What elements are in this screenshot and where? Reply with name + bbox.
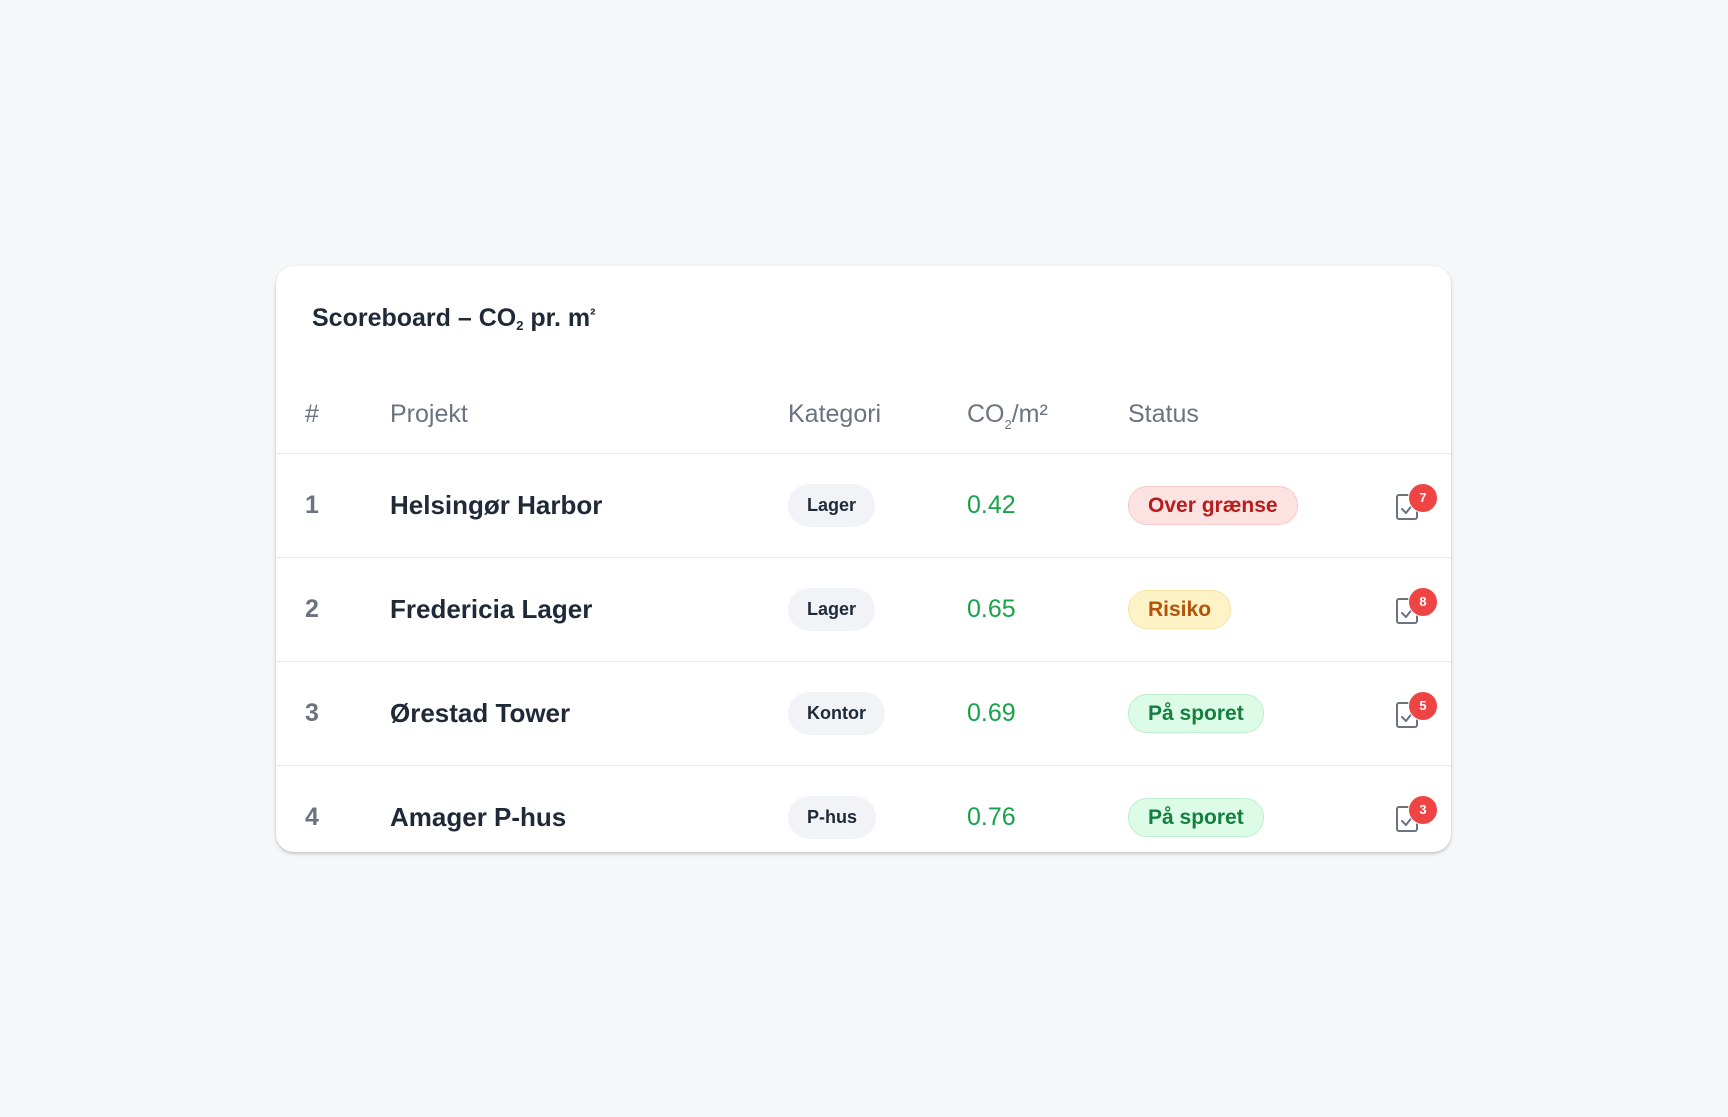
tasks-count-badge: 5 [1408, 691, 1438, 721]
tasks-count-badge: 7 [1408, 483, 1438, 513]
column-header-co2-subscript: 2 [1004, 417, 1012, 432]
card-title-subscript: 2 [516, 318, 524, 333]
column-header-co2: CO2/m² [967, 376, 1048, 456]
category-cell: Lager [788, 454, 876, 557]
card-title-suffix: pr. m [523, 304, 591, 332]
rank-value: 1 [305, 491, 319, 519]
status-cell: På sporet [1128, 766, 1264, 852]
rank-value: 4 [305, 803, 319, 831]
table-row[interactable]: 2 Fredericia Lager Lager 0.65 Risiko 8 [276, 558, 1451, 662]
column-header-category: Kategori [788, 400, 882, 428]
category-pill: P-hus [788, 796, 877, 839]
column-header-status: Status [1128, 400, 1199, 428]
rank-value: 3 [305, 699, 319, 727]
category-cell: P-hus [788, 766, 877, 852]
rank-value: 2 [305, 595, 319, 623]
tasks-count-badge: 3 [1408, 795, 1438, 825]
table-row[interactable]: 4 Amager P-hus P-hus 0.76 På sporet 3 [276, 766, 1451, 852]
column-header-co2-suffix: /m² [1011, 400, 1048, 428]
category-cell: Lager [788, 558, 876, 661]
table-header: # Projekt Kategori CO2/m² Status [276, 376, 1451, 454]
status-badge: Over grænse [1128, 486, 1298, 525]
status-cell: Over grænse [1128, 454, 1298, 557]
table-row[interactable]: 1 Helsingør Harbor Lager 0.42 Over græns… [276, 454, 1451, 558]
tasks-button[interactable]: 8 [1394, 587, 1440, 631]
column-header-project: Projekt [390, 400, 468, 428]
card-title-superscript: ² [590, 307, 596, 324]
card-title-prefix: Scoreboard – CO [312, 304, 517, 332]
column-header-co2-prefix: CO [967, 400, 1005, 428]
scoreboard-card: Scoreboard – CO2 pr. m² # Projekt Katego… [276, 266, 1451, 852]
project-name: Fredericia Lager [390, 594, 593, 624]
category-pill: Lager [788, 484, 876, 527]
project-name: Ørestad Tower [390, 698, 571, 728]
tasks-button[interactable]: 3 [1394, 795, 1440, 839]
table-row[interactable]: 3 Ørestad Tower Kontor 0.69 På sporet 5 [276, 662, 1451, 766]
co2-value: 0.42 [967, 491, 1016, 519]
category-cell: Kontor [788, 662, 885, 765]
status-badge: På sporet [1128, 798, 1264, 837]
tasks-button[interactable]: 5 [1394, 691, 1440, 735]
column-header-rank: # [305, 400, 319, 428]
table-body: 1 Helsingør Harbor Lager 0.42 Over græns… [276, 454, 1451, 852]
status-badge: På sporet [1128, 694, 1264, 733]
status-cell: Risiko [1128, 558, 1232, 661]
project-name: Helsingør Harbor [390, 490, 603, 520]
tasks-count-badge: 8 [1408, 587, 1438, 617]
category-pill: Kontor [788, 692, 885, 735]
co2-value: 0.76 [967, 803, 1016, 831]
card-title: Scoreboard – CO2 pr. m² [312, 304, 595, 333]
co2-value: 0.65 [967, 595, 1016, 623]
status-badge: Risiko [1128, 590, 1232, 629]
project-name: Amager P-hus [390, 802, 567, 832]
category-pill: Lager [788, 588, 876, 631]
tasks-button[interactable]: 7 [1394, 483, 1440, 527]
status-cell: På sporet [1128, 662, 1264, 765]
co2-value: 0.69 [967, 699, 1016, 727]
